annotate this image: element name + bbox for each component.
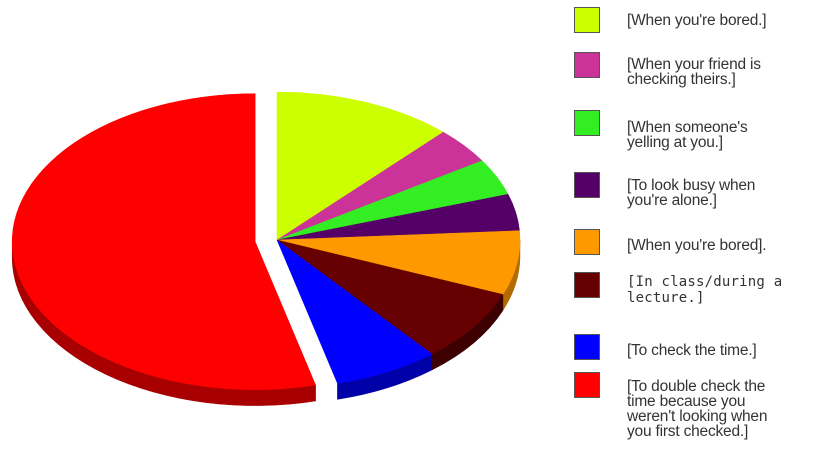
pie-slice (276, 239, 433, 384)
legend-swatch (574, 229, 600, 255)
legend-label: [To check the time.] (627, 342, 757, 359)
legend-label: [When your friend is checking theirs.] (627, 56, 761, 88)
pie-slice (276, 230, 521, 295)
pie-slice (276, 91, 444, 241)
legend-label: [To double check the time because you we… (627, 378, 768, 440)
legend-swatch (574, 110, 600, 136)
pie-slice (276, 239, 504, 355)
legend-label: [When you're bored]. (627, 237, 767, 254)
legend-label: [In class/during a lecture.] (627, 274, 783, 306)
pie-slice (11, 93, 316, 390)
legend-label: [To look busy when you're alone.] (627, 177, 756, 209)
legend-label: [When you're bored.] (627, 12, 767, 29)
legend-swatch (574, 52, 600, 78)
legend-label: [When someone's yelling at you.] (627, 119, 748, 151)
pie-chart (11, 91, 521, 406)
legend-swatch (574, 272, 600, 298)
pie-slices (11, 91, 521, 390)
legend-swatch (574, 334, 600, 360)
legend-swatch (574, 7, 600, 33)
legend-swatch (574, 172, 600, 198)
legend-swatch (574, 372, 600, 398)
legend: [When you're bored.] [When your friend i… (568, 0, 826, 467)
